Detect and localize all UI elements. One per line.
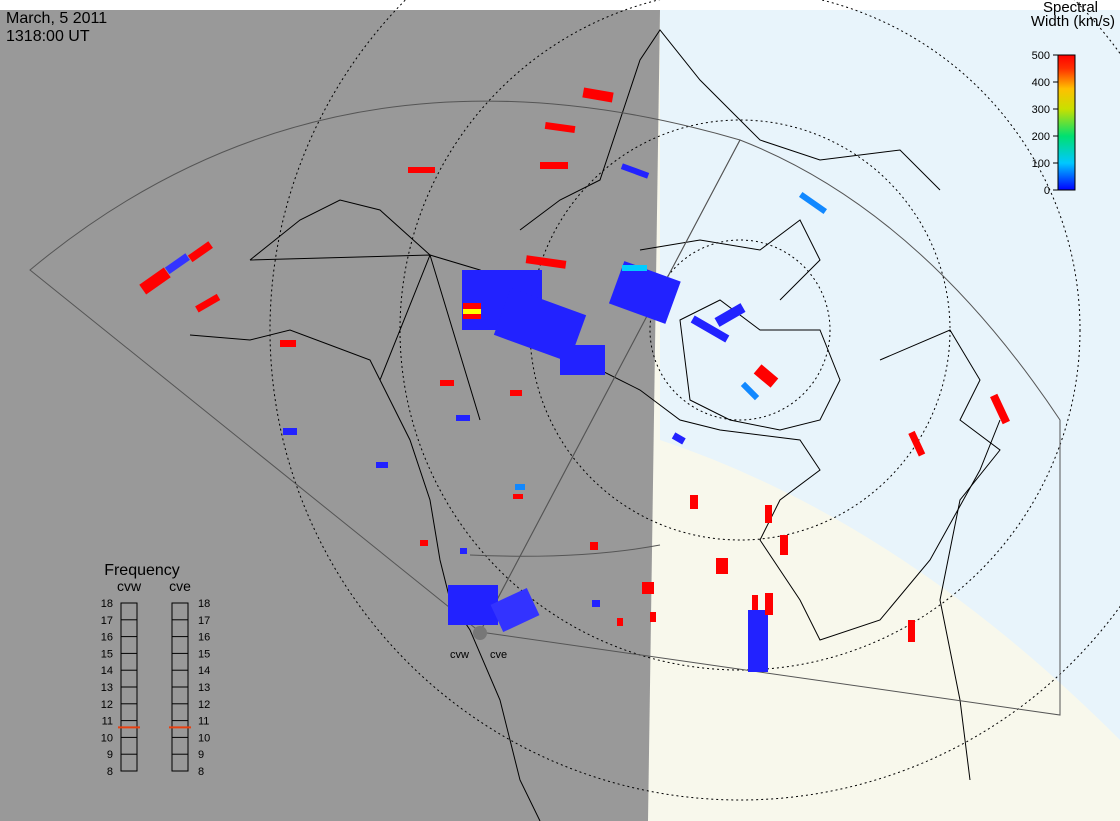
colorbar-title: Width (km/s)	[1031, 13, 1115, 30]
frequency-tick-label: 16	[198, 632, 210, 644]
frequency-tick-label: 16	[101, 632, 113, 644]
frequency-tick-label: 17	[198, 615, 210, 627]
frequency-tick-label: 10	[198, 732, 210, 744]
frequency-tick-label: 15	[101, 648, 113, 660]
time: 1318:00 UT	[6, 28, 90, 45]
frequency-tick-label: 8	[107, 766, 113, 778]
colorbar-tick-label: 100	[1032, 158, 1050, 170]
frequency-tick-label: 18	[198, 598, 210, 610]
coastlines	[189, 29, 1001, 821]
colorbar-tick-label: 400	[1032, 77, 1050, 89]
frequency-tick-label: 9	[198, 749, 204, 761]
frequency-tick-label: 14	[198, 665, 210, 677]
colorbar-tick-label: 200	[1032, 131, 1050, 143]
frequency-tick-label: 12	[198, 699, 210, 711]
frequency-tick-label: 8	[198, 766, 204, 778]
field-of-view	[29, 100, 1061, 716]
frequency-tick-label: 13	[101, 682, 113, 694]
colorbar-tick-label: 500	[1032, 50, 1050, 62]
colorbar	[1057, 54, 1076, 191]
radar-name: cve	[169, 578, 191, 594]
site-label: cve	[490, 649, 507, 661]
scatter-cells	[139, 87, 1010, 672]
colorbar-tick-label: 300	[1032, 104, 1050, 116]
night-side	[0, 10, 660, 821]
frequency-tick-label: 18	[101, 598, 113, 610]
frequency-tick-label: 12	[101, 699, 113, 711]
site-label: cvw	[450, 649, 469, 661]
polar-region	[660, 10, 1120, 740]
frequency-title: Frequency	[104, 562, 180, 579]
frequency-tick-label: 17	[101, 615, 113, 627]
colorbar-title: Spectral	[1043, 0, 1098, 16]
frequency-tick-label: 11	[198, 716, 209, 728]
frequency-tick-label: 14	[101, 665, 113, 677]
frequency-tick-label: 11	[102, 716, 113, 728]
colorbar-tick-label: 0	[1044, 185, 1050, 197]
frequency-tick-label: 10	[101, 732, 113, 744]
radar-name: cvw	[117, 578, 142, 594]
frequency-tick-label: 9	[107, 749, 113, 761]
radar-site	[473, 626, 487, 640]
frequency-tick-label: 13	[198, 682, 210, 694]
frequency-tick-label: 15	[198, 648, 210, 660]
date: March, 5 2011	[6, 10, 107, 27]
